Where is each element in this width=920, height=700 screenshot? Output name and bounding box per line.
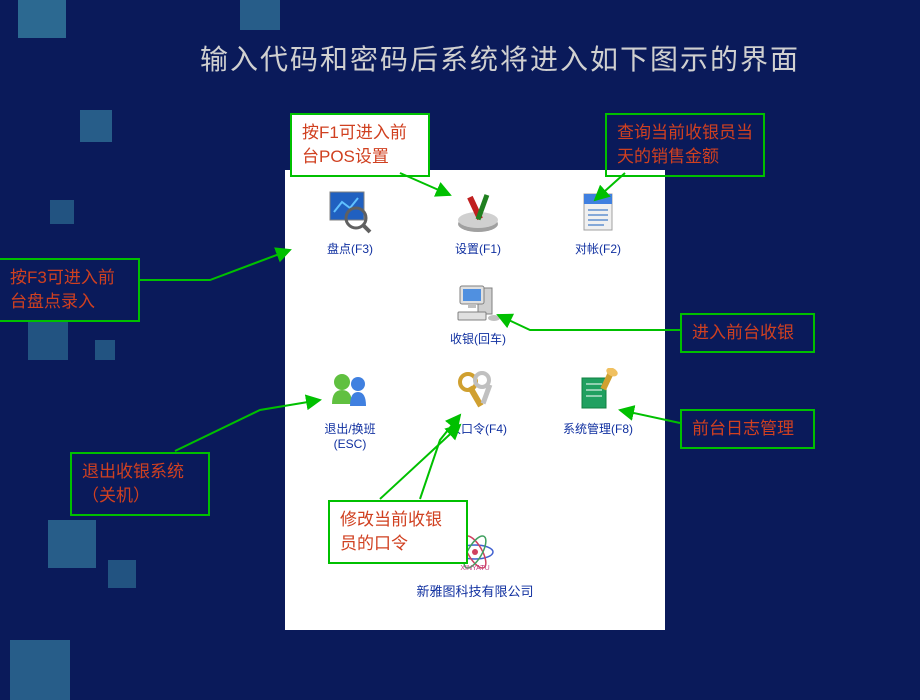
- deco-square: [108, 560, 136, 588]
- callout-f8: 前台日志管理: [680, 409, 815, 449]
- changepwd-button[interactable]: 改口令(F4): [433, 368, 523, 437]
- deco-square: [10, 640, 70, 700]
- keys-icon: [454, 368, 502, 416]
- svg-text:XINYATU: XINYATU: [460, 565, 489, 572]
- callout-esc: 退出收银系统（关机）: [70, 452, 210, 516]
- icon-label: 退出/换班: [324, 420, 375, 437]
- icon-label: 收银(回车): [450, 330, 506, 347]
- deco-square: [80, 110, 112, 142]
- callout-f4: 修改当前收银员的口令: [328, 500, 468, 564]
- notebook-brush-icon: [574, 368, 622, 416]
- callout-f2: 查询当前收银员当天的销售金额: [605, 113, 765, 177]
- deco-square: [95, 340, 115, 360]
- deco-square: [50, 200, 74, 224]
- settings-button[interactable]: 设置(F1): [433, 188, 523, 257]
- icon-label: 系统管理(F8): [563, 420, 633, 437]
- document-icon: [574, 188, 622, 236]
- deco-square: [240, 0, 280, 30]
- deco-square: [48, 520, 96, 568]
- inventory-button[interactable]: 盘点(F3): [305, 188, 395, 257]
- callout-f1: 按F1可进入前台POS设置: [290, 113, 430, 177]
- deco-square: [18, 0, 66, 38]
- computer-icon: [454, 278, 502, 326]
- cashier-button[interactable]: 收银(回车): [433, 278, 523, 347]
- chart-magnifier-icon: [326, 188, 374, 236]
- people-icon: [326, 368, 374, 416]
- settings-tools-icon: [454, 188, 502, 236]
- page-title: 输入代码和密码后系统将进入如下图示的界面: [180, 38, 820, 78]
- exit-button[interactable]: 退出/换班 (ESC): [305, 368, 395, 451]
- deco-square: [28, 320, 68, 360]
- icon-label: 改口令(F4): [449, 420, 507, 437]
- callout-enter: 进入前台收银: [680, 313, 815, 353]
- company-name: 新雅图科技有限公司: [285, 581, 665, 600]
- reconcile-button[interactable]: 对帐(F2): [553, 188, 643, 257]
- icon-label: 盘点(F3): [327, 240, 373, 257]
- icon-label: 设置(F1): [455, 240, 501, 257]
- icon-sublabel: (ESC): [334, 437, 367, 451]
- icon-label: 对帐(F2): [575, 240, 621, 257]
- sysmgmt-button[interactable]: 系统管理(F8): [553, 368, 643, 437]
- callout-f3: 按F3可进入前台盘点录入: [0, 258, 140, 322]
